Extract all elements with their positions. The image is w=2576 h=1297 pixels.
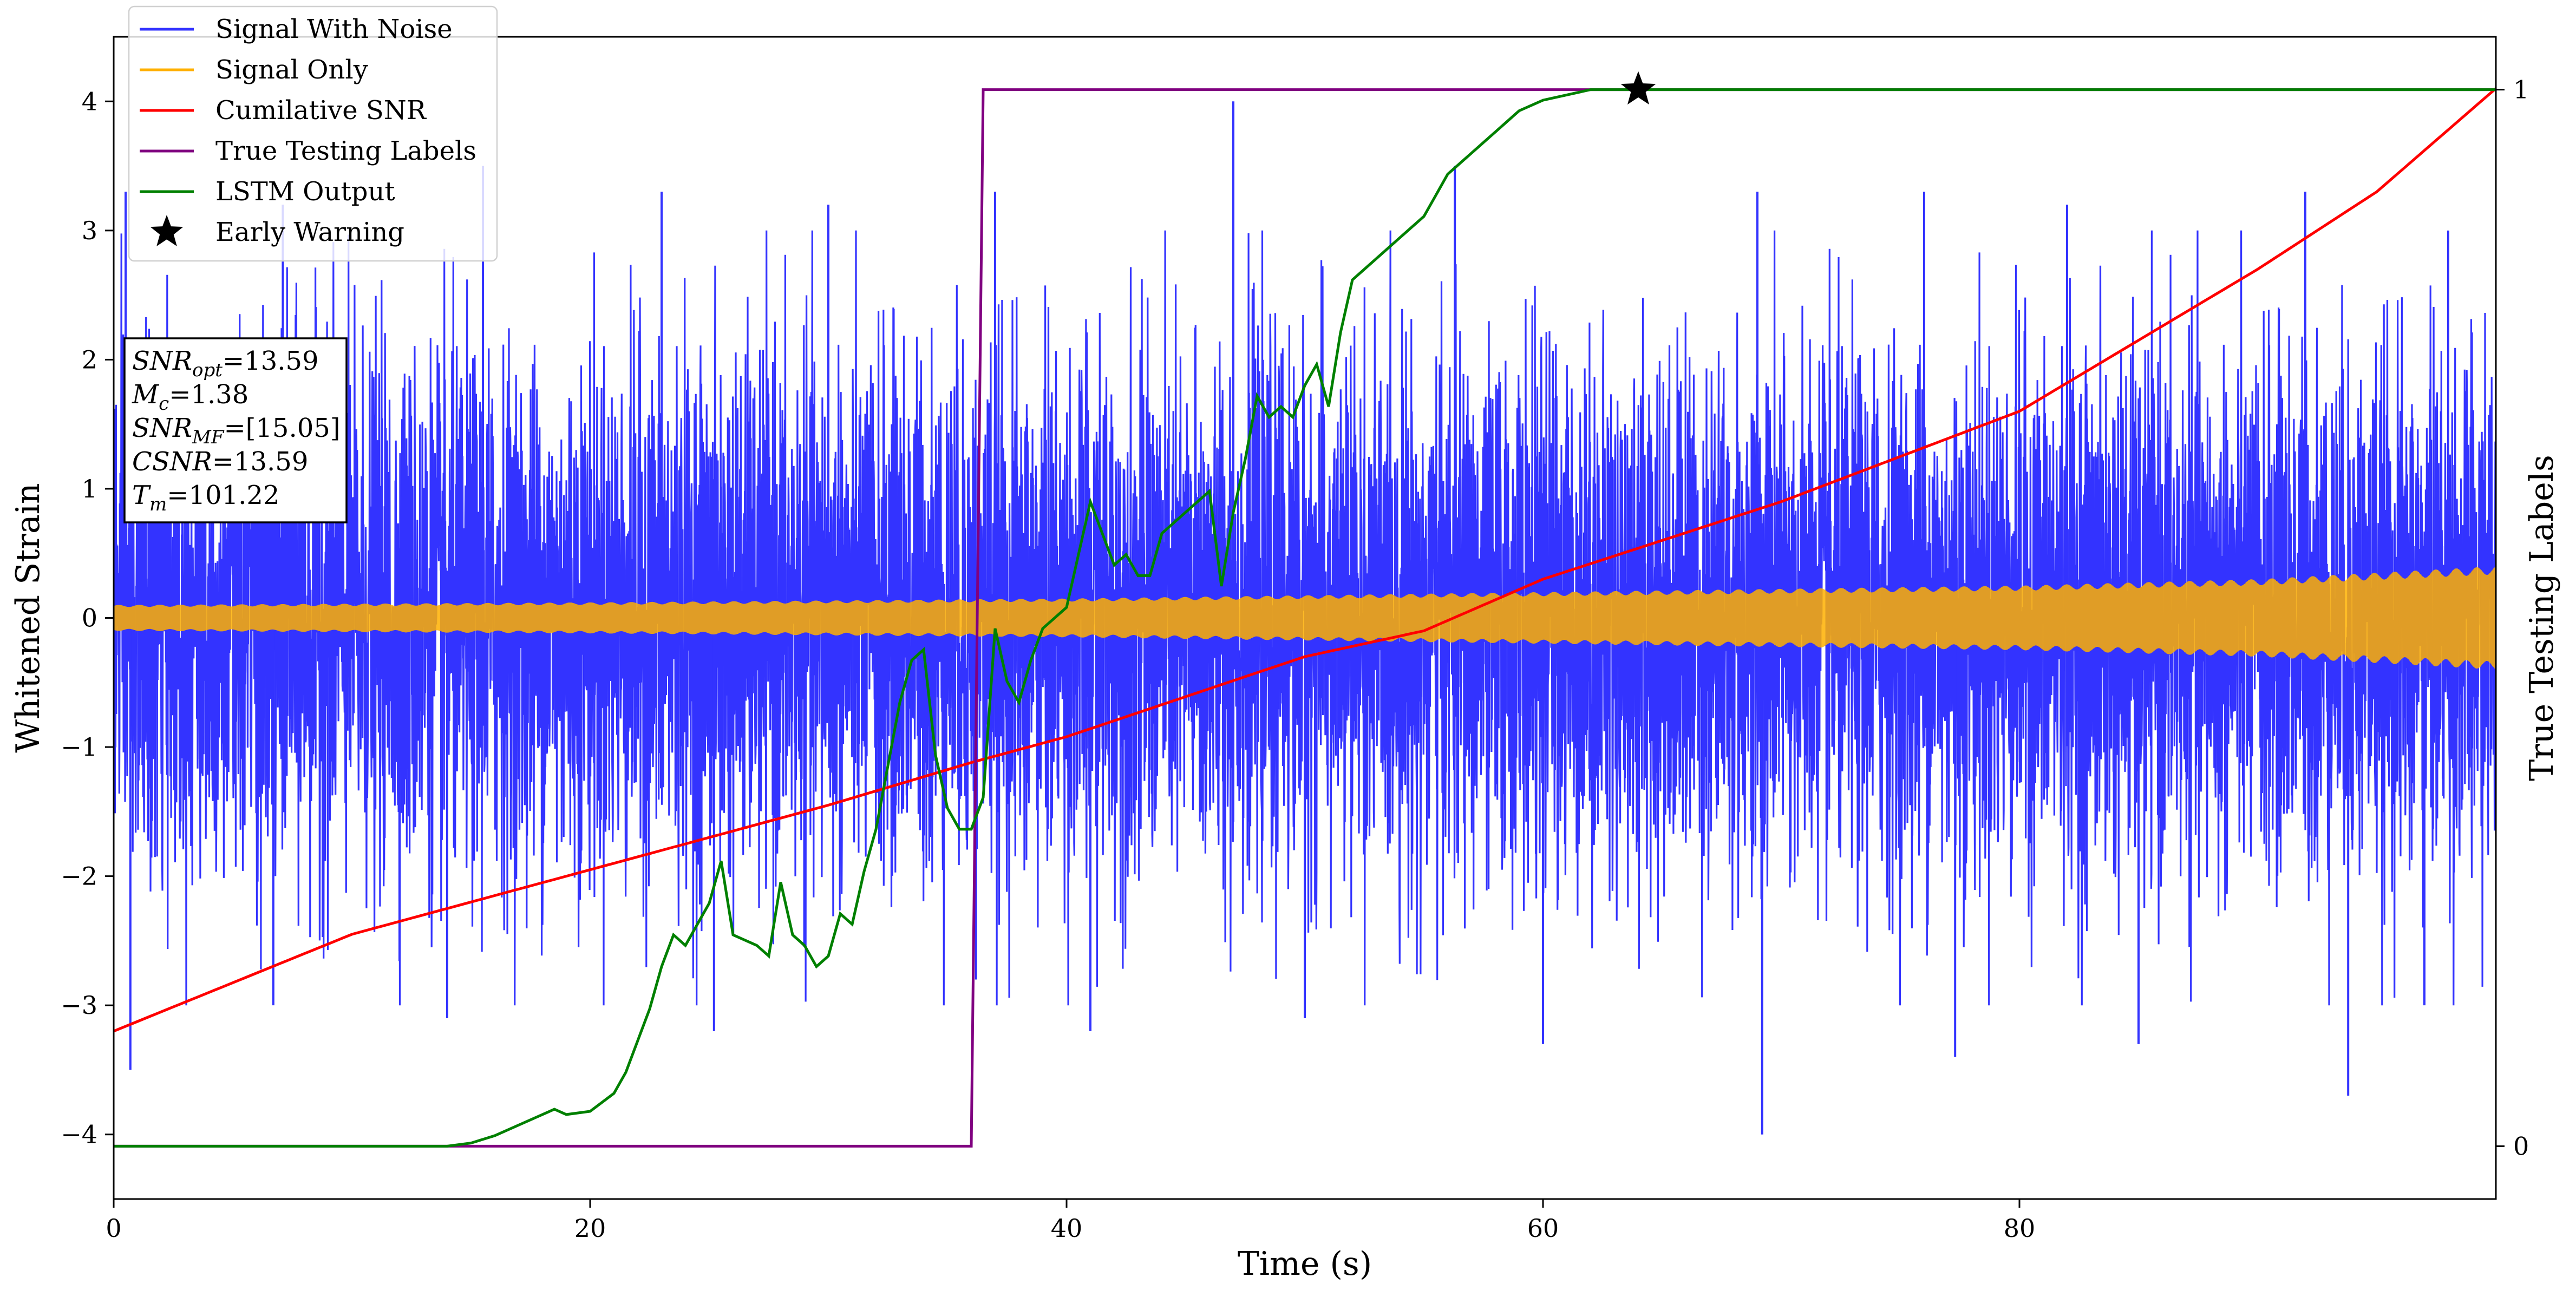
annotation-subscript: c [159,393,169,415]
legend-label: Early Warning [215,217,404,247]
annotation-value: =101.22 [167,480,279,510]
y-tick-label: 4 [82,87,97,116]
annotation-subscript: m [149,494,167,515]
x-tick-label: 0 [106,1214,121,1243]
y2-tick-label: 0 [2513,1131,2529,1161]
annotation-subscript: opt [192,359,223,381]
annotation-line-2: SNRMF=[15.05] [132,413,341,448]
legend-box [128,5,498,262]
x-tick-label: 60 [1527,1214,1559,1243]
y-tick-label: −4 [61,1120,97,1149]
annotation-value: =13.59 [212,447,309,477]
annotation-subscript: MF [192,427,225,448]
y-tick-label: −1 [61,732,97,762]
x-tick-label: 20 [574,1214,606,1243]
annotation-line-1: Mc=1.38 [132,379,249,415]
annotation-line-3: CSNR=13.59 [132,447,308,477]
early-warning-marker [1620,71,1656,105]
annotation-line-0: SNRopt=13.59 [132,346,319,381]
annotation-var: M [132,379,160,410]
legend-label: Signal Only [215,55,368,85]
annotation-value: =13.59 [223,346,319,376]
x-axis-label: Time (s) [1238,1245,1372,1283]
y-tick-label: −3 [61,991,97,1020]
y-tick-label: 2 [82,345,97,374]
annotation-var: SNR [132,346,192,376]
x-tick-label: 40 [1051,1214,1083,1243]
annotation-line-4: Tm=101.22 [132,480,279,515]
legend-label: LSTM Output [215,176,395,207]
x-tick-label: 80 [2004,1214,2036,1243]
annotation-value: =1.38 [169,379,249,410]
legend-label: True Testing Labels [215,136,476,166]
y-tick-label: 0 [82,604,97,633]
legend-label: Cumilative SNR [215,95,427,126]
series-cumilative-snr [114,87,2496,1033]
legend-marker-star [150,215,184,246]
y-tick-label: −2 [61,862,97,891]
annotation-box [123,337,348,523]
y-axis-label: Whitened Strain [9,483,47,752]
annotation-value: =[15.05] [224,413,340,443]
legend-label: Signal With Noise [215,14,453,44]
y2-tick-label: 1 [2513,75,2529,104]
series-lstm-output [114,88,2496,1148]
annotation-var: SNR [132,413,192,443]
annotation-var: T [132,480,151,510]
annotation-var: CSNR [132,447,212,477]
y2-axis-label: True Testing Labels [2523,455,2561,781]
series-signal-only [114,567,2496,670]
y-tick-label: 1 [82,474,97,503]
y-tick-label: 3 [82,216,97,245]
